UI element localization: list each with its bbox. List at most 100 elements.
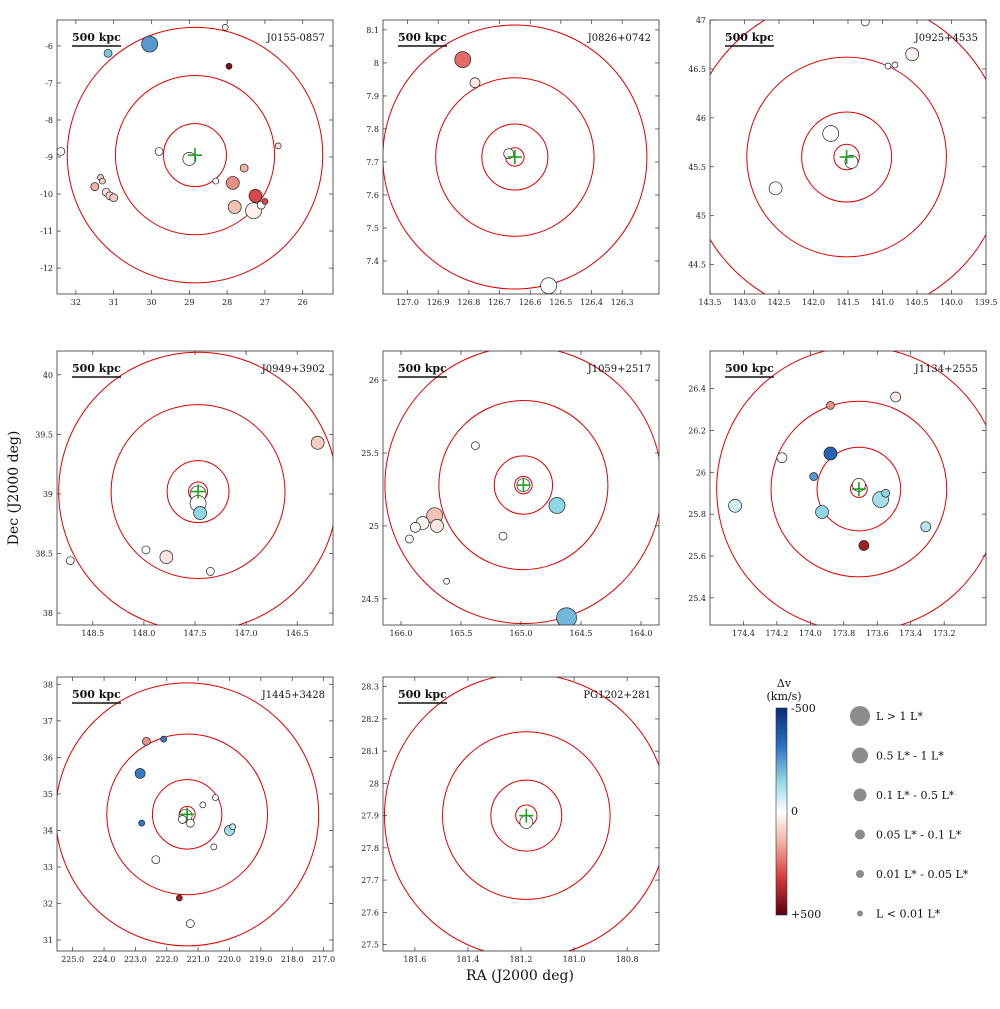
x-tick-label: 147.5 [184, 629, 207, 638]
y-tick-label: 38.5 [35, 550, 53, 559]
x-tick-label: 173.4 [899, 629, 922, 638]
galaxy-point [274, 142, 282, 150]
galaxy-point [858, 540, 870, 551]
size-legend-item: L > 1 L* [850, 706, 923, 726]
size-legend-label: 0.01 L* - 0.05 L* [876, 868, 969, 881]
galaxy-point [109, 193, 119, 203]
galaxy-point [99, 177, 106, 185]
colorbar-title-line1: Δv [777, 677, 792, 690]
x-tick-label: 220.0 [218, 955, 241, 964]
x-tick-label: 225.0 [61, 955, 84, 964]
x-tick-label: 147.0 [235, 629, 258, 638]
y-tick-label: -7 [45, 79, 53, 88]
galaxy-point [891, 61, 899, 69]
x-tick-label: 219.0 [249, 955, 272, 964]
panel-title: J0949+3902 [261, 364, 325, 375]
scale-bar-label: 500 kpc [725, 362, 774, 375]
y-tick-label: 8 [374, 59, 379, 68]
galaxy-point [454, 51, 472, 68]
quasar-marker [191, 484, 206, 499]
size-legend-item: 0.01 L* - 0.05 L* [856, 868, 969, 881]
impact-ring [106, 733, 269, 896]
x-tick-label: 174.0 [799, 629, 822, 638]
galaxy-point [815, 505, 829, 519]
x-tick-label: 165.0 [510, 629, 533, 638]
panel-PG1202+281: 181.6 181.4 181.2 181.0 180.8 28.3 28.2 28.1 28 2… [361, 676, 660, 964]
x-tick-label: 126.8 [457, 298, 480, 307]
y-tick-label: 47 [696, 16, 706, 25]
y-tick-label: 25.4 [688, 594, 706, 603]
scale-bar-label: 500 kpc [398, 688, 447, 701]
x-tick-label: 127.0 [396, 298, 419, 307]
galaxy-point [920, 521, 932, 533]
x-axis-title: RA (J2000 deg) [466, 968, 574, 984]
size-legend-marker [855, 829, 865, 840]
y-tick-label: 27.9 [361, 812, 379, 821]
size-legend-label: 0.5 L* - 1 L* [876, 750, 944, 763]
x-tick-label: 165.5 [450, 629, 473, 638]
quasar-marker [516, 478, 531, 493]
colorbar: Δv (km/s) -500 0 +500 [766, 677, 821, 921]
size-legend-marker [850, 706, 870, 726]
panel-J0155-0857: 32 31 30 29 28 27 26 -6 -7 -8 -9 -10 -11 -12 500 kpc J0… [40, 19, 334, 307]
galaxy-point [185, 818, 195, 828]
y-tick-label: -8 [45, 116, 53, 125]
y-tick-label: 28.2 [361, 715, 379, 724]
galaxy-point [548, 497, 566, 514]
y-tick-label: 33 [43, 863, 53, 872]
y-tick-label: 7.6 [366, 191, 379, 200]
y-tick-label: -9 [45, 153, 53, 162]
galaxy-point [503, 148, 515, 160]
galaxy-point [225, 62, 233, 70]
y-tick-label: 28.1 [361, 747, 379, 756]
impact-ring [66, 26, 324, 284]
galaxy-point [193, 506, 207, 520]
galaxy-point [160, 735, 167, 743]
x-tick-label: 164.0 [630, 629, 653, 638]
quasar-marker [519, 808, 534, 823]
impact-ring [490, 779, 563, 852]
galaxy-point [90, 182, 100, 191]
y-tick-label: 27.7 [361, 876, 379, 885]
size-legend-marker [853, 788, 867, 802]
x-tick-label: 181.6 [403, 955, 426, 964]
x-tick-label: 166.0 [390, 629, 413, 638]
impact-ring [435, 77, 595, 237]
galaxy-point [823, 446, 838, 461]
galaxy-point [768, 181, 783, 196]
panel-title: PG1202+281 [583, 690, 651, 701]
colorbar-bottom-label: +500 [791, 908, 821, 921]
y-tick-label: 40 [43, 371, 53, 380]
plot-frame [709, 350, 987, 626]
y-tick-label: 46.5 [688, 65, 706, 74]
y-tick-label: 39 [43, 490, 53, 499]
y-tick-label: 36 [43, 753, 53, 762]
y-tick-label: 26.4 [688, 385, 706, 394]
x-tick-label: 148.5 [81, 629, 104, 638]
galaxy-point [182, 152, 197, 166]
plot-area [710, 351, 986, 625]
x-tick-label: 126.6 [519, 298, 542, 307]
x-tick-label: 174.4 [732, 629, 755, 638]
x-tick-label: 28 [222, 298, 232, 307]
quasar-marker [851, 482, 866, 497]
galaxy-point [159, 550, 174, 564]
galaxy-point [151, 855, 161, 865]
panel-title: J0155-0857 [266, 33, 325, 44]
size-legend-item: 0.05 L* - 0.1 L* [855, 829, 962, 842]
x-tick-label: 173.6 [866, 629, 889, 638]
x-tick-label: 140.0 [940, 298, 963, 307]
x-tick-label: 140.5 [906, 298, 929, 307]
x-tick-label: 173.8 [832, 629, 855, 638]
plot-frame [56, 676, 334, 952]
impact-ring [110, 404, 286, 580]
galaxy-point [498, 531, 508, 541]
impact-ring [833, 143, 860, 171]
colorbar-gradient [775, 707, 788, 916]
plot-frame [382, 19, 660, 295]
panel-J0925+4535: 143.5 143.0 142.5 142.0 141.5 141.0 140.5 140.0… [688, 16, 997, 307]
x-tick-label: 218.0 [281, 955, 304, 964]
galaxy-point [310, 435, 325, 450]
x-tick-label: 31 [109, 298, 119, 307]
